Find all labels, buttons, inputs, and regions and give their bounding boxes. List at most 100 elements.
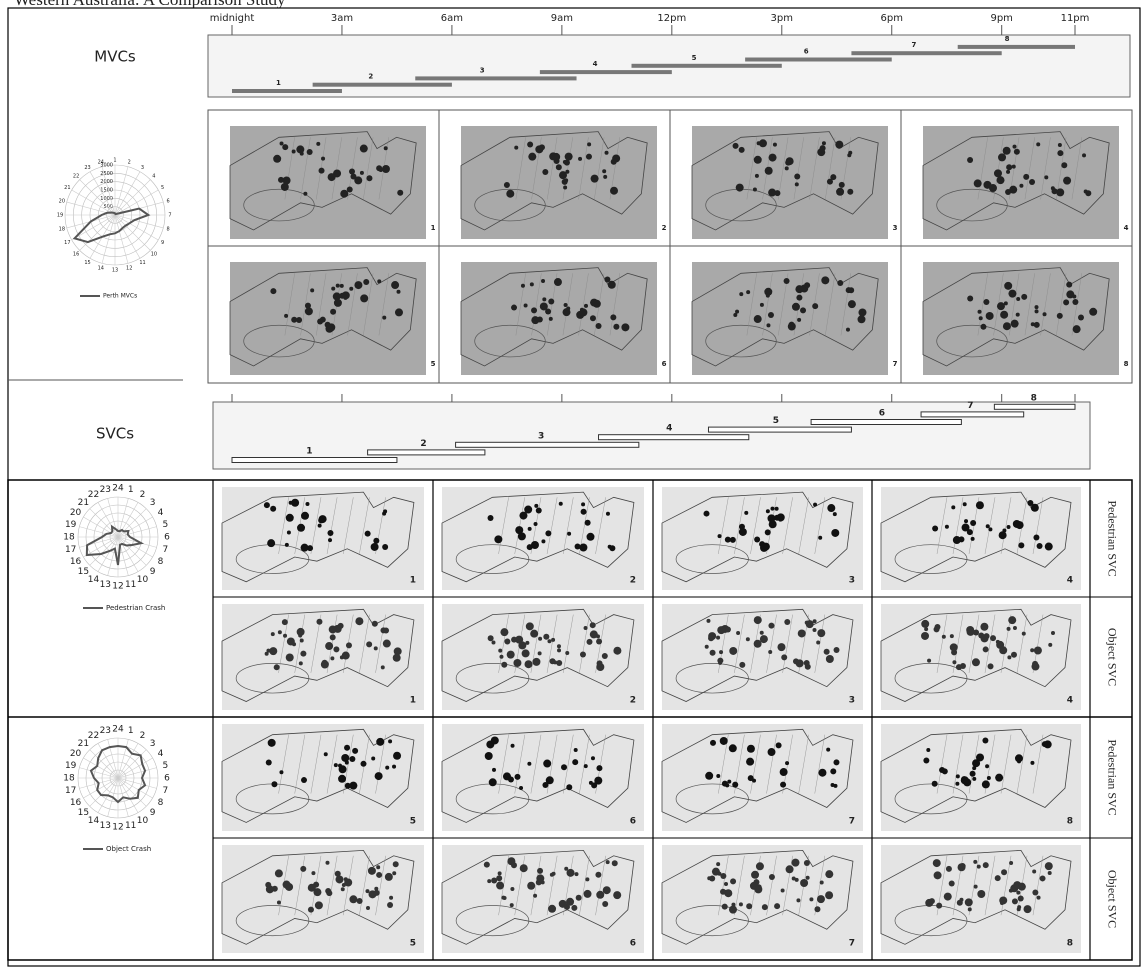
map-dot [519,512,527,520]
map-dot [746,637,750,641]
map-dot [1031,504,1039,512]
map-dot [267,539,275,547]
map-dot [270,506,276,512]
radar-category-label: 19 [65,520,77,530]
map-dot [299,661,303,665]
map-dot [514,146,518,150]
map-dot [847,189,853,195]
map-dot [781,654,787,660]
map-dot [602,169,606,173]
map-dot [268,739,276,747]
map-dot [316,619,322,625]
map-dot [305,502,309,506]
map-dot [967,157,973,163]
map-dot [705,645,709,649]
radar-category-label: 9 [150,567,156,577]
map-dot [995,875,1001,881]
map-dot [1030,648,1034,652]
map-dot [949,881,955,887]
map-dot [1063,177,1071,185]
bar-label: 3 [480,66,485,74]
map-dot [277,900,281,904]
map-dot [297,628,305,636]
map-dot [330,656,334,660]
map-dot [729,744,737,752]
map-dot [712,868,720,876]
map-dot [388,739,392,743]
map-dot [330,634,336,640]
map-dot [932,781,938,787]
map-dot [1016,297,1020,301]
map-dot [927,659,931,663]
map-dot [754,616,762,624]
map-dot [794,173,800,179]
map-dot [708,632,716,640]
map-dot [376,865,380,869]
radar-category-label: 9 [150,808,156,818]
map-dot [963,502,967,506]
legend-label: Pedestrian Crash [106,604,165,612]
map-dot [536,874,544,882]
map-dot [612,860,618,866]
map-number: 3 [849,576,855,586]
map-dot [1051,631,1055,635]
row-label: Pedestrian SVC [1105,500,1119,576]
radar-category-label: 16 [73,251,79,257]
map-dot [785,761,789,765]
map-dot [341,887,345,891]
map-dot [981,634,989,642]
map-dot [541,279,545,283]
map-image [222,845,424,953]
map-dot [590,315,596,321]
map-dot [1044,175,1048,179]
map-dot [746,758,754,766]
map-dot [846,328,850,332]
map-dot [746,290,750,294]
timeline-bar [811,420,961,425]
map-dot [987,776,991,780]
map-dot [587,639,593,645]
map-dot [739,147,745,153]
map-dot [349,168,355,174]
map-dot [585,877,589,881]
map-dot [373,538,379,544]
radar-category-label: 2 [140,731,146,741]
map-dot [785,166,789,170]
row-label: Object SVC [1105,870,1119,928]
map-dot [575,543,581,549]
map-dot [733,143,739,149]
map-dot [596,765,602,771]
map-dot [1009,861,1013,865]
map-dot [576,895,582,901]
bar-label: 4 [666,424,672,434]
x-tick-label: 6am [441,13,463,24]
map-dot [719,650,723,654]
map-dot [393,654,401,662]
map-dot [1008,616,1016,624]
map-dot [301,512,309,520]
map-dot [613,324,619,330]
radar-category-label: 20 [70,749,82,759]
map-dot [1089,308,1097,316]
map-dot [355,617,363,625]
map-dot [391,281,399,289]
map-dot [328,173,336,181]
map-dot [973,860,977,864]
map-dot [327,530,333,536]
map-dot [326,890,332,896]
map-dot [531,307,537,313]
map-dot [574,748,578,752]
map-dot [584,890,592,898]
timeline-bar [232,458,397,463]
map-dot [985,764,989,768]
map-dot [830,768,836,774]
map-dot [301,544,309,552]
map-dot [611,159,617,165]
map-dot [972,759,980,767]
map-dot [735,310,739,314]
map-dot [934,871,942,879]
map-dot [278,630,282,634]
map-dot [1043,312,1047,316]
map-dot [291,317,297,323]
map-dot [729,906,737,914]
